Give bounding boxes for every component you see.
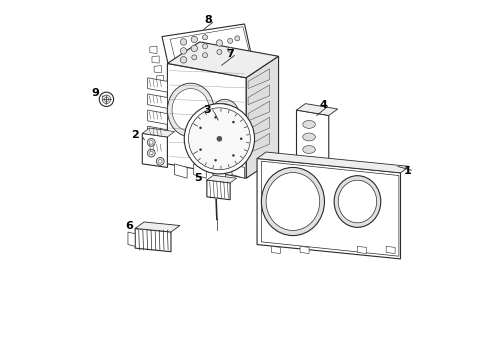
Ellipse shape <box>167 83 214 137</box>
Polygon shape <box>296 104 337 116</box>
Circle shape <box>199 149 201 151</box>
Polygon shape <box>206 175 236 183</box>
Circle shape <box>188 108 250 170</box>
Polygon shape <box>147 78 167 92</box>
Circle shape <box>217 136 222 141</box>
Ellipse shape <box>265 172 319 230</box>
Text: 9: 9 <box>92 88 100 98</box>
Text: 6: 6 <box>125 221 133 231</box>
Polygon shape <box>156 75 163 82</box>
Circle shape <box>202 44 207 49</box>
Polygon shape <box>246 56 278 178</box>
Ellipse shape <box>172 89 209 132</box>
Circle shape <box>232 121 234 123</box>
Polygon shape <box>292 162 332 175</box>
Polygon shape <box>167 42 278 78</box>
Ellipse shape <box>302 133 315 141</box>
Polygon shape <box>147 126 167 140</box>
Polygon shape <box>247 134 269 153</box>
Polygon shape <box>257 152 408 173</box>
Text: 8: 8 <box>204 15 212 26</box>
Polygon shape <box>147 142 167 157</box>
Polygon shape <box>170 27 253 82</box>
Polygon shape <box>167 63 246 178</box>
Circle shape <box>180 39 186 45</box>
Ellipse shape <box>333 176 380 227</box>
Circle shape <box>180 57 186 63</box>
Polygon shape <box>135 228 171 252</box>
Ellipse shape <box>302 121 315 129</box>
Circle shape <box>191 55 196 60</box>
Circle shape <box>232 154 234 157</box>
Circle shape <box>147 149 155 157</box>
Circle shape <box>149 140 153 144</box>
Ellipse shape <box>261 167 324 235</box>
Text: 2: 2 <box>131 130 139 140</box>
Ellipse shape <box>302 145 315 153</box>
Polygon shape <box>142 128 174 137</box>
Circle shape <box>234 36 239 41</box>
Polygon shape <box>296 110 328 166</box>
Ellipse shape <box>213 104 236 131</box>
Circle shape <box>217 49 222 54</box>
Polygon shape <box>162 24 255 85</box>
Polygon shape <box>135 222 180 232</box>
Circle shape <box>99 92 113 107</box>
Circle shape <box>227 39 232 43</box>
Polygon shape <box>261 161 398 256</box>
Circle shape <box>149 151 153 155</box>
Polygon shape <box>257 158 400 259</box>
Polygon shape <box>142 134 167 167</box>
Polygon shape <box>193 164 206 178</box>
Circle shape <box>191 36 197 42</box>
Polygon shape <box>128 232 135 246</box>
Circle shape <box>202 53 207 58</box>
Circle shape <box>202 35 207 40</box>
Ellipse shape <box>209 99 239 135</box>
Polygon shape <box>386 246 394 253</box>
Text: 5: 5 <box>194 173 201 183</box>
Polygon shape <box>147 94 167 108</box>
Circle shape <box>147 138 155 146</box>
Polygon shape <box>271 246 280 253</box>
Circle shape <box>227 47 232 52</box>
Polygon shape <box>174 164 187 178</box>
Text: 4: 4 <box>319 100 326 110</box>
Ellipse shape <box>338 180 376 223</box>
Polygon shape <box>149 46 157 53</box>
Polygon shape <box>247 69 269 89</box>
Polygon shape <box>147 110 167 125</box>
Polygon shape <box>300 246 308 253</box>
Text: 1: 1 <box>403 166 411 176</box>
Circle shape <box>104 97 108 102</box>
Polygon shape <box>154 66 161 73</box>
Circle shape <box>156 157 164 165</box>
Polygon shape <box>357 246 366 253</box>
Circle shape <box>216 40 222 46</box>
Polygon shape <box>247 85 269 105</box>
Text: 7: 7 <box>226 49 234 59</box>
Polygon shape <box>247 101 269 121</box>
Circle shape <box>158 159 162 163</box>
Circle shape <box>191 45 197 51</box>
Polygon shape <box>206 180 230 200</box>
Circle shape <box>180 48 186 54</box>
Polygon shape <box>152 56 159 63</box>
Circle shape <box>184 104 254 174</box>
Polygon shape <box>212 164 225 178</box>
Polygon shape <box>247 117 269 137</box>
Polygon shape <box>231 164 244 178</box>
Circle shape <box>199 127 201 129</box>
Circle shape <box>240 138 242 140</box>
Text: 3: 3 <box>203 105 210 115</box>
Circle shape <box>102 95 110 104</box>
Circle shape <box>214 116 216 118</box>
Circle shape <box>214 159 216 161</box>
